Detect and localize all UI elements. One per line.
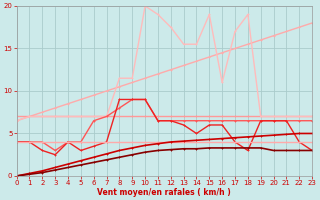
X-axis label: Vent moyen/en rafales ( km/h ): Vent moyen/en rafales ( km/h ) <box>98 188 231 197</box>
